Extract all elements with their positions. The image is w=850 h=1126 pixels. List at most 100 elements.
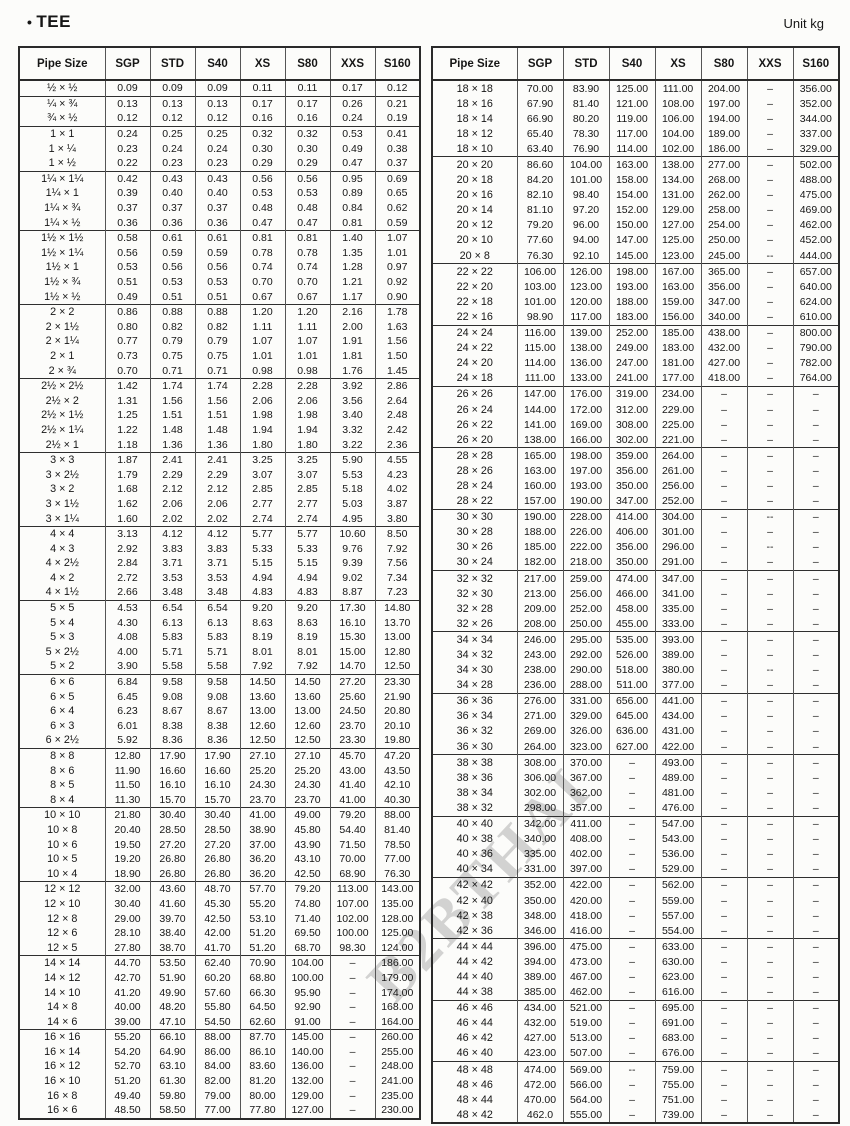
weight-cell: –	[792, 1107, 840, 1124]
weight-cell: 26.80	[194, 866, 241, 882]
weight-cell: 245.00	[700, 248, 748, 264]
weight-cell: 8.67	[194, 703, 241, 719]
weight-cell: 0.11	[284, 79, 331, 97]
weight-cell: 45.80	[284, 822, 331, 838]
weight-cell: 4.53	[104, 599, 151, 616]
weight-cell: 441.00	[654, 692, 702, 709]
weight-cell: –	[746, 876, 794, 893]
weight-cell: 0.51	[104, 274, 151, 290]
weight-cell: –	[746, 647, 794, 663]
weight-cell: –	[700, 831, 748, 847]
weight-cell: –	[746, 355, 794, 371]
weight-cell: 190.00	[516, 508, 564, 525]
table-row: 18 × 12 65.40 78.30 117.00 104.00 189.00–337.…	[431, 126, 840, 142]
weight-cell: 1.79	[104, 467, 151, 483]
weight-cell: –	[700, 938, 748, 955]
table-row: 32 × 30 213.00 256.00 466.00 341.00– – –	[431, 586, 840, 602]
weight-cell: 291.00	[654, 554, 702, 571]
weight-cell: 0.88	[194, 303, 241, 320]
weight-cell: 4.94	[284, 570, 331, 586]
weight-cell: –	[792, 831, 840, 847]
table-row: 8 × 4 11.30 15.70 15.70 23.70 23.70 41.00 40.30	[18, 792, 421, 808]
weight-cell: 1.21	[329, 274, 376, 290]
weight-cell: 350.00	[516, 892, 564, 909]
weight-cell: –	[746, 984, 794, 1001]
weight-cell: 1.78	[374, 303, 421, 320]
weight-cell: 12.80	[374, 644, 421, 660]
weight-cell: –	[608, 1107, 656, 1124]
weight-cell: 347.00	[654, 570, 702, 587]
table-row: 26 × 26 147.00 176.00 319.00 234.00– – –	[431, 385, 840, 402]
weight-cell: –	[746, 370, 794, 387]
weight-cell: --	[608, 1061, 656, 1078]
weight-cell: 127.00	[284, 1102, 331, 1119]
weight-cell: 37.00	[239, 837, 286, 852]
table-row: 20 × 14 81.10 97.20 152.00 129.00 258.00–469.…	[431, 202, 840, 218]
weight-cell: 194.00	[700, 111, 748, 127]
weight-cell: 676.00	[654, 1045, 702, 1062]
table-row: 32 × 32 217.00 259.00 474.00 347.00– – –	[431, 570, 840, 587]
weight-cell: 16.60	[149, 763, 196, 778]
weight-cell: 2.28	[284, 377, 331, 394]
table-row: 40 × 36 335.00 402.00–536.00– – –	[431, 846, 840, 862]
weight-cell: 14.70	[329, 659, 376, 675]
table-row: 5 × 5 4.53 6.54 6.54 9.20 9.20 17.30 14.80	[18, 599, 421, 616]
weight-cell: –	[700, 601, 748, 617]
weight-cell: –	[746, 1061, 794, 1078]
weight-cell: 42.10	[374, 777, 421, 793]
weight-cell: 168.00	[374, 999, 421, 1015]
weight-cell: 2.85	[284, 482, 331, 497]
weight-cell: –	[792, 385, 840, 402]
weight-cell: 76.30	[516, 248, 564, 264]
weight-cell: 71.40	[284, 911, 331, 926]
table-row: ¼ × ¾ 0.13 0.13 0.13 0.17 0.17 0.26 0.21	[18, 95, 421, 112]
weight-cell: 66.30	[239, 985, 286, 1000]
weight-cell: 350.00	[608, 554, 656, 571]
weight-cell: 0.17	[329, 79, 376, 97]
weight-cell: –	[700, 861, 748, 878]
weight-cell: 2.28	[239, 377, 286, 394]
weight-cell: 127.00	[654, 217, 702, 233]
weight-cell: 3.48	[149, 585, 196, 601]
table-row: 1¼ × ¾ 0.37 0.37 0.37 0.48 0.48 0.84 0.62	[18, 200, 421, 216]
weight-cell: –	[792, 785, 840, 801]
pipe-size-cell: 22 × 16	[431, 309, 518, 325]
weight-cell: 2.16	[329, 303, 376, 320]
weight-cell: 418.00	[562, 908, 610, 924]
weight-cell: 356.00	[700, 279, 748, 295]
table-row: 20 × 16 82.10 98.40 154.00 131.00 262.00–475.…	[431, 187, 840, 203]
weight-cell: 140.00	[284, 1044, 331, 1060]
pipe-size-cell: 3 × 3	[18, 451, 106, 468]
weight-cell: 117.00	[562, 309, 610, 325]
table-row: 6 × 4 6.23 8.67 8.67 13.00 13.00 24.50 20.80	[18, 703, 421, 719]
weight-cell: 0.23	[104, 141, 151, 156]
weight-cell: 51.90	[149, 970, 196, 986]
table-row: 42 × 40 350.00 420.00–559.00– – –	[431, 892, 840, 909]
weight-cell: 0.59	[194, 245, 241, 261]
weight-cell: 26.80	[149, 851, 196, 867]
weight-cell: 0.36	[149, 215, 196, 231]
table-row: 28 × 28 165.00 198.00 359.00 264.00– – –	[431, 447, 840, 464]
weight-cell: 562.00	[654, 876, 702, 893]
pipe-size-cell: 12 × 8	[18, 911, 106, 926]
weight-cell: 12.80	[104, 747, 151, 764]
column-header-s40: S40	[194, 47, 241, 81]
weight-cell: –	[746, 202, 794, 218]
weight-cell: 86.60	[516, 156, 564, 173]
weight-cell: 402.00	[562, 846, 610, 862]
weight-cell: 16.10	[329, 615, 376, 630]
weight-cell: 5.03	[329, 496, 376, 512]
weight-cell: 9.08	[194, 689, 241, 704]
weight-cell: 9.20	[239, 599, 286, 616]
weight-cell: 2.00	[329, 319, 376, 335]
weight-cell: 78.50	[374, 837, 421, 852]
weight-cell: 764.00	[792, 370, 840, 387]
pipe-size-cell: 44 × 44	[431, 938, 518, 955]
weight-cell: 193.00	[608, 279, 656, 295]
weight-cell: 76.30	[374, 866, 421, 882]
weight-cell: 0.51	[194, 289, 241, 305]
weight-cell: 1.35	[329, 245, 376, 261]
weight-cell: 739.00	[654, 1107, 702, 1124]
weight-cell: 9.20	[284, 599, 331, 616]
weight-cell: 0.71	[194, 363, 241, 379]
